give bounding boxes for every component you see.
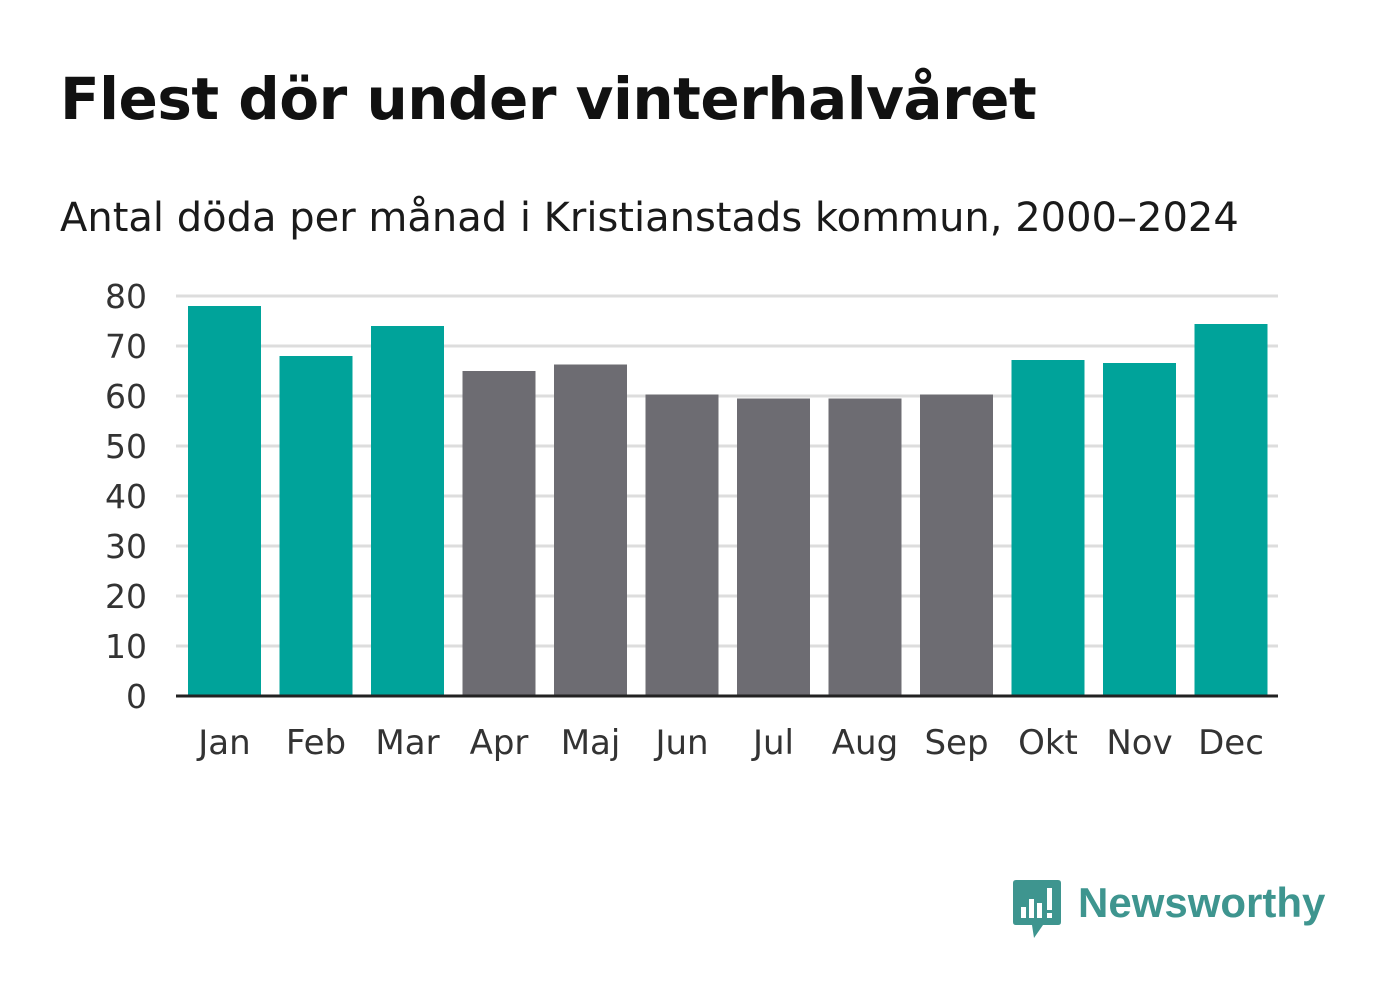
bar-jan — [188, 306, 261, 696]
y-tick-label-0: 0 — [126, 677, 147, 716]
tick-labels: 0 10 20 30 40 50 60 70 80 Jan Feb Mar Apr Maj Jun Jul Au… — [105, 277, 1264, 763]
bar-mar — [371, 326, 444, 696]
x-tick-label-dec: Dec — [1198, 723, 1264, 763]
x-tick-label-jun: Jun — [653, 723, 708, 763]
y-tick-label-20: 20 — [105, 577, 147, 616]
y-tick-label-60: 60 — [105, 377, 147, 416]
bar-apr — [462, 371, 536, 696]
y-tick-label-30: 30 — [105, 527, 147, 566]
bar-feb — [279, 356, 353, 696]
y-tick-label-70: 70 — [105, 327, 147, 366]
x-tick-label-maj: Maj — [561, 723, 621, 763]
x-tick-label-mar: Mar — [375, 723, 439, 763]
x-tick-label-aug: Aug — [832, 723, 898, 763]
newsworthy-logo-icon — [1013, 880, 1061, 938]
x-tick-label-jul: Jul — [751, 723, 794, 763]
chart-title: Flest dör under vinterhalvåret — [60, 65, 1037, 133]
gridlines — [176, 294, 1278, 648]
y-tick-label-50: 50 — [105, 427, 147, 466]
bar-jul — [737, 398, 810, 696]
bar-okt — [1011, 360, 1085, 696]
bar-sep — [920, 394, 993, 696]
x-tick-label-apr: Apr — [470, 723, 529, 763]
bars — [188, 306, 1268, 696]
bar-maj — [554, 364, 627, 696]
logo-text: Newsworthy — [1078, 879, 1326, 926]
bar-aug — [828, 398, 902, 696]
x-tick-label-jan: Jan — [196, 723, 250, 763]
y-tick-label-40: 40 — [105, 477, 147, 516]
newsworthy-logo: Newsworthy — [1012, 878, 1325, 940]
y-tick-label-80: 80 — [105, 277, 147, 316]
x-tick-label-feb: Feb — [286, 723, 346, 763]
x-tick-label-nov: Nov — [1106, 723, 1172, 763]
y-tick-label-10: 10 — [105, 627, 147, 666]
x-tick-label-sep: Sep — [924, 723, 988, 763]
chart-subtitle: Antal döda per månad i Kristianstads kom… — [60, 195, 1239, 241]
x-tick-label-okt: Okt — [1018, 723, 1078, 763]
bar-nov — [1103, 363, 1176, 696]
bar-dec — [1194, 324, 1268, 696]
bar-jun — [645, 394, 719, 696]
